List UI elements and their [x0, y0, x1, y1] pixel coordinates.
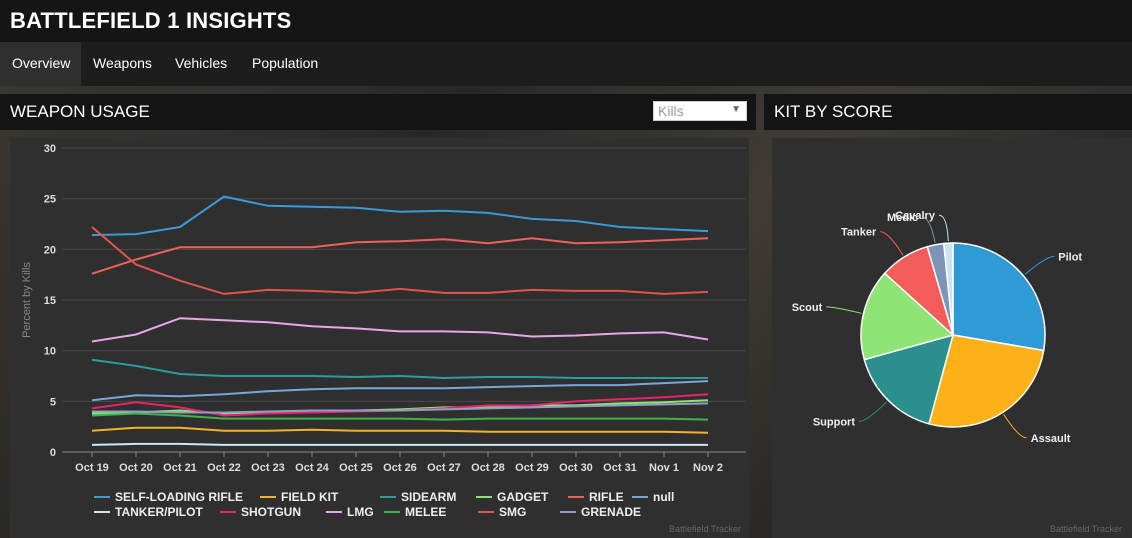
pie-slice — [928, 334, 1045, 428]
legend-label: SHOTGUN — [241, 505, 301, 519]
pie-label: Medic — [887, 212, 918, 224]
series-line — [91, 195, 709, 237]
series-line — [91, 380, 709, 402]
y-tick-label: 0 — [50, 447, 56, 459]
pie-slice — [952, 242, 1046, 352]
pie-connector — [922, 216, 936, 243]
x-tick-label: Oct 30 — [559, 462, 593, 474]
pie-connector — [858, 401, 888, 422]
series-line — [91, 317, 709, 343]
x-tick-label: Oct 28 — [471, 462, 505, 474]
series-line — [91, 237, 709, 275]
legend-label: TANKER/PILOT — [115, 505, 203, 519]
x-tick-label: Oct 29 — [515, 462, 549, 474]
series-line — [91, 358, 708, 380]
series-line — [92, 402, 709, 414]
x-tick-label: Oct 19 — [75, 462, 109, 474]
kit-chart-credit: Battlefield Tracker — [1049, 524, 1122, 534]
weapon-usage-header: WEAPON USAGE — [0, 94, 756, 130]
pie-label: Scout — [792, 302, 823, 314]
metric-select[interactable]: Kills ▼ — [653, 101, 747, 121]
x-tick-label: Oct 25 — [339, 462, 373, 474]
x-tick-label: Oct 22 — [207, 462, 241, 474]
legend-label: SELF-LOADING RIFLE — [115, 490, 243, 504]
series-line — [91, 412, 709, 421]
x-tick-label: Nov 1 — [649, 462, 679, 474]
app-title: BATTLEFIELD 1 INSIGHTS — [10, 8, 292, 33]
series-line — [91, 226, 709, 295]
series-line — [91, 426, 709, 434]
kit-by-score-header: KIT BY SCORE — [764, 94, 1132, 130]
y-tick-label: 15 — [44, 295, 56, 307]
x-tick-label: Oct 31 — [603, 462, 637, 474]
pie-label: Support — [813, 417, 855, 429]
x-tick-label: Oct 23 — [251, 462, 285, 474]
weapon-usage-chart: 0 5 10 15 20 25 30 Percent by Kills Oct 19 Oct 20… — [21, 143, 746, 519]
tab-population[interactable]: Population — [252, 55, 319, 71]
metric-select-value: Kills — [658, 103, 684, 119]
app-header: BATTLEFIELD 1 INSIGHTS — [0, 0, 1132, 42]
x-tick-label: Oct 20 — [119, 462, 153, 474]
x-tick-label: Oct 26 — [383, 462, 417, 474]
y-tick-label: 30 — [44, 143, 56, 155]
pie-label: Tanker — [841, 227, 877, 239]
legend-label: GRENADE — [581, 505, 641, 519]
tab-vehicles[interactable]: Vehicles — [175, 55, 228, 71]
legend-label: GADGET — [497, 490, 549, 504]
y-tick-label: 5 — [50, 396, 56, 408]
y-axis-label: Percent by Kills — [21, 262, 33, 338]
kit-by-score-panel: Pilot Assault Support Scout Tanker Medic Caval… — [772, 138, 1132, 538]
pie-connector — [1024, 255, 1055, 275]
weapon-chart-credit: Battlefield Tracker — [668, 524, 741, 534]
pie-slice — [860, 272, 955, 361]
x-tick-label: Oct 27 — [427, 462, 461, 474]
legend-label: null — [653, 490, 674, 504]
y-tick-label: 25 — [44, 194, 56, 206]
y-tick-label: 20 — [44, 244, 56, 256]
y-tick-label: 10 — [44, 346, 56, 358]
legend-label: LMG — [347, 505, 374, 519]
pie-connector — [1003, 413, 1027, 439]
legend-label: RIFLE — [589, 490, 624, 504]
pie-slice — [863, 333, 955, 425]
legend-label: MELEE — [405, 505, 446, 519]
x-tick-label: Nov 2 — [693, 462, 723, 474]
x-tick-label: Oct 21 — [163, 462, 197, 474]
tab-weapons[interactable]: Weapons — [93, 55, 152, 71]
chevron-down-icon: ▼ — [731, 104, 741, 115]
legend-label: FIELD KIT — [281, 490, 339, 504]
pie-label: Pilot — [1058, 251, 1082, 263]
weapon-usage-title: WEAPON USAGE — [10, 102, 150, 121]
series-line — [91, 442, 708, 446]
pie-slice — [942, 242, 954, 336]
pie-label: Assault — [1031, 433, 1071, 445]
pie-connector — [826, 306, 862, 314]
pie-connector — [938, 214, 949, 242]
legend-label: SIDEARM — [401, 490, 456, 504]
kit-by-score-chart: Pilot Assault Support Scout Tanker MedicCaval… — [792, 210, 1083, 445]
tab-overview[interactable]: Overview — [0, 42, 81, 86]
nav-bar: Overview Weapons Vehicles Population — [0, 42, 1132, 86]
kit-by-score-title: KIT BY SCORE — [774, 102, 893, 121]
weapon-usage-panel: 0 5 10 15 20 25 30 Percent by Kills Oct 19 Oct 20… — [10, 138, 749, 538]
pie-label: Cavalry — [895, 210, 936, 222]
pie-connector — [880, 231, 904, 256]
legend-label: SMG — [499, 505, 526, 519]
x-tick-label: Oct 24 — [295, 462, 330, 474]
